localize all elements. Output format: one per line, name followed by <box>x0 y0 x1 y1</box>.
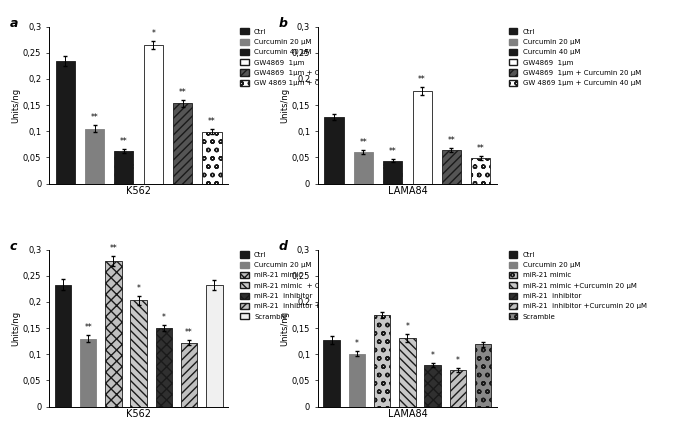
Bar <box>471 158 491 183</box>
Bar <box>130 301 147 407</box>
Text: **: ** <box>360 138 368 147</box>
Bar <box>475 344 491 407</box>
Y-axis label: Units/ng: Units/ng <box>11 311 20 346</box>
Text: d: d <box>279 240 288 253</box>
Text: **: ** <box>91 113 99 122</box>
Bar <box>105 261 122 407</box>
Text: **: ** <box>186 328 193 337</box>
Text: **: ** <box>84 323 92 332</box>
Bar <box>114 151 134 183</box>
Bar <box>449 370 466 407</box>
Bar <box>173 103 193 183</box>
Bar <box>155 328 172 407</box>
Bar <box>55 285 71 407</box>
Bar <box>383 160 402 183</box>
Y-axis label: Units/ng: Units/ng <box>280 88 289 122</box>
Text: **: ** <box>109 244 117 253</box>
Text: **: ** <box>418 75 426 84</box>
Bar <box>144 45 163 183</box>
Bar <box>202 132 222 183</box>
Bar <box>324 117 344 183</box>
Legend: Ctrl, Curcumin 20 μM, Curcumin 40 μM, GW4869  1μm, GW4869  1μm + Curcumin 20 μM,: Ctrl, Curcumin 20 μM, Curcumin 40 μM, GW… <box>508 27 643 88</box>
Text: *: * <box>136 284 141 293</box>
Bar <box>349 354 365 407</box>
Bar <box>323 340 340 407</box>
Text: b: b <box>279 17 288 30</box>
Legend: Ctrl, Curcumin 20 μM, Curcumin 40 μM, GW4869  1μm, GW4869  1μm + Curcumin 20 μM,: Ctrl, Curcumin 20 μM, Curcumin 40 μM, GW… <box>239 27 374 88</box>
Bar <box>399 338 416 407</box>
Text: **: ** <box>447 136 455 145</box>
Bar <box>412 91 432 183</box>
Bar <box>55 61 75 183</box>
Bar <box>442 150 461 183</box>
Text: **: ** <box>178 88 186 97</box>
X-axis label: K562: K562 <box>126 409 151 419</box>
X-axis label: LAMA84: LAMA84 <box>388 409 427 419</box>
Text: *: * <box>405 322 409 331</box>
Y-axis label: Units/ng: Units/ng <box>11 88 20 122</box>
Bar <box>206 285 223 407</box>
Text: *: * <box>355 339 359 348</box>
Bar <box>374 315 391 407</box>
Text: **: ** <box>120 137 128 146</box>
Bar <box>354 152 373 183</box>
Bar <box>80 339 97 407</box>
X-axis label: K562: K562 <box>126 187 151 196</box>
Text: *: * <box>456 356 460 365</box>
Bar <box>181 343 197 407</box>
Text: **: ** <box>389 147 397 156</box>
Text: *: * <box>151 29 155 38</box>
Text: **: ** <box>208 117 216 126</box>
Text: *: * <box>162 313 166 322</box>
Text: a: a <box>10 17 18 30</box>
Legend: Ctrl, Curcumin 20 μM, miR-21 mimic, miR-21 mimic  + Curcumin 20 μM, miR-21  inhi: Ctrl, Curcumin 20 μM, miR-21 mimic, miR-… <box>239 250 382 321</box>
X-axis label: LAMA84: LAMA84 <box>388 187 427 196</box>
Bar <box>85 129 104 183</box>
Text: **: ** <box>477 144 484 153</box>
Y-axis label: Units/ng: Units/ng <box>280 311 289 346</box>
Bar <box>424 365 441 407</box>
Legend: Ctrl, Curcumin 20 μM, miR-21 mimic, miR-21 mimic +Curcumin 20 μM, miR-21  inhibi: Ctrl, Curcumin 20 μM, miR-21 mimic, miR-… <box>508 250 648 321</box>
Text: c: c <box>10 240 17 253</box>
Text: *: * <box>430 351 435 359</box>
